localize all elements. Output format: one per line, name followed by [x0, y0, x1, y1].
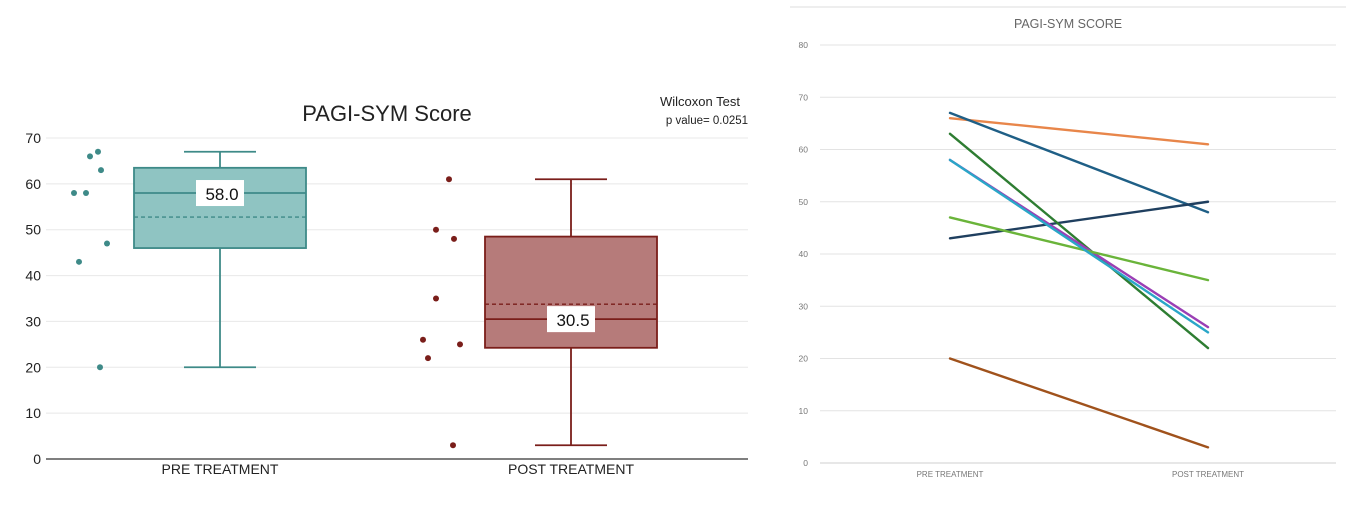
right-chart-title: PAGI-SYM SCORE [1014, 17, 1122, 31]
data-point [433, 295, 439, 302]
series-line [948, 357, 1210, 449]
right-x-tick-label: POST TREATMENT [1172, 470, 1244, 479]
p-value-label: p value= 0.0251 [666, 115, 748, 127]
data-point [433, 226, 439, 233]
left-y-axis: 0 10 20 30 40 50 60 70 [25, 130, 41, 467]
box-group-pre: 58.0 [71, 148, 307, 371]
data-point [451, 235, 457, 242]
left-y-tick-label: 20 [25, 359, 41, 375]
data-point [83, 190, 89, 197]
line-chart: PAGI-SYM SCORE 0 10 20 30 40 50 60 70 80 PRE TRE… [790, 6, 1346, 479]
right-x-tick-label: PRE TREATMENT [917, 470, 984, 479]
right-y-tick-label: 30 [799, 301, 809, 311]
right-y-tick-label: 80 [799, 40, 809, 50]
data-point [98, 167, 104, 174]
median-label-bg [196, 180, 244, 207]
series-line [948, 111, 1210, 214]
iqr-box [133, 166, 307, 249]
median-label: 58.0 [205, 185, 238, 204]
right-y-tick-label: 60 [799, 145, 809, 155]
left-boxes: 58.0 30.5 [71, 148, 658, 449]
right-y-tick-label: 50 [799, 197, 809, 207]
left-y-tick-label: 0 [33, 451, 41, 467]
series-line [948, 200, 1210, 240]
series-line [948, 116, 1210, 146]
series-line [948, 216, 1210, 282]
data-point [71, 190, 77, 197]
data-point [425, 355, 431, 362]
data-point [457, 341, 463, 348]
data-point [446, 176, 452, 183]
right-series [948, 111, 1210, 449]
right-y-tick-label: 70 [799, 92, 809, 102]
right-x-axis: PRE TREATMENT POST TREATMENT [917, 470, 1245, 479]
data-point [97, 364, 103, 371]
data-point [95, 148, 101, 155]
left-y-tick-label: 30 [25, 313, 41, 329]
left-chart-title: PAGI-SYM Score [302, 101, 472, 126]
data-point [87, 153, 93, 160]
left-x-tick-label: POST TREATMENT [508, 461, 634, 477]
box-group-post: 30.5 [420, 176, 658, 449]
right-grid: 0 10 20 30 40 50 60 70 80 [799, 40, 1336, 468]
left-y-tick-label: 50 [25, 222, 41, 238]
series-line [948, 158, 1210, 334]
median-label-bg [547, 306, 595, 333]
data-point [450, 442, 456, 449]
left-y-tick-label: 60 [25, 176, 41, 192]
left-x-axis: PRE TREATMENT POST TREATMENT [162, 461, 635, 477]
right-y-tick-label: 10 [799, 406, 809, 416]
series-line [948, 132, 1210, 350]
right-y-tick-label: 20 [799, 354, 809, 364]
wilcoxon-label: Wilcoxon Test [660, 94, 740, 109]
right-y-tick-label: 0 [803, 458, 808, 468]
data-point [76, 258, 82, 265]
left-y-tick-label: 40 [25, 268, 41, 284]
left-y-tick-label: 70 [25, 130, 41, 146]
left-x-tick-label: PRE TREATMENT [162, 461, 279, 477]
box-plot-chart: PAGI-SYM Score Wilcoxon Test p value= 0.… [25, 94, 748, 477]
right-y-tick-label: 40 [799, 249, 809, 259]
median-label: 30.5 [556, 311, 589, 330]
data-point [104, 240, 110, 247]
left-y-tick-label: 10 [25, 405, 41, 421]
data-point [420, 336, 426, 343]
